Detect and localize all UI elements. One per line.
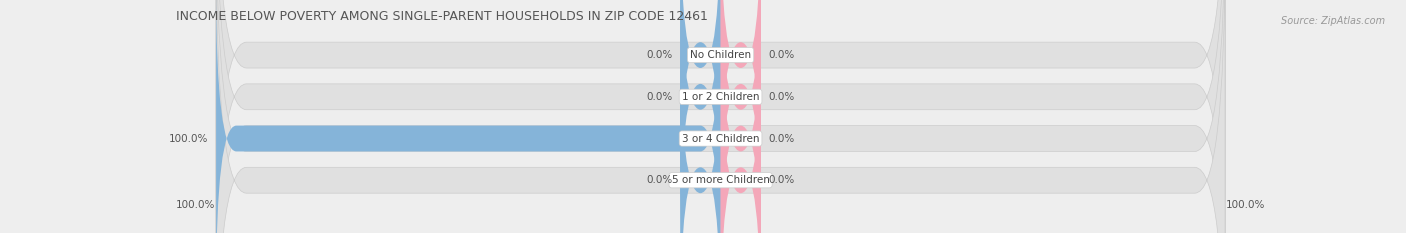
Text: 0.0%: 0.0% [647,175,672,185]
FancyBboxPatch shape [217,0,721,233]
FancyBboxPatch shape [217,0,1225,233]
FancyBboxPatch shape [721,0,761,233]
Text: 3 or 4 Children: 3 or 4 Children [682,134,759,144]
Text: 0.0%: 0.0% [769,92,794,102]
Text: 100.0%: 100.0% [169,134,208,144]
Text: 0.0%: 0.0% [769,134,794,144]
Text: 0.0%: 0.0% [769,175,794,185]
FancyBboxPatch shape [217,0,1225,233]
FancyBboxPatch shape [681,26,721,233]
Text: No Children: No Children [690,50,751,60]
Text: 1 or 2 Children: 1 or 2 Children [682,92,759,102]
FancyBboxPatch shape [681,0,721,209]
FancyBboxPatch shape [681,0,721,233]
Text: 0.0%: 0.0% [647,50,672,60]
FancyBboxPatch shape [217,0,1225,233]
Text: 5 or more Children: 5 or more Children [672,175,769,185]
FancyBboxPatch shape [721,26,761,233]
Text: 0.0%: 0.0% [769,50,794,60]
Text: 100.0%: 100.0% [1226,200,1265,210]
Text: 100.0%: 100.0% [176,200,215,210]
Text: INCOME BELOW POVERTY AMONG SINGLE-PARENT HOUSEHOLDS IN ZIP CODE 12461: INCOME BELOW POVERTY AMONG SINGLE-PARENT… [176,10,707,23]
Text: 0.0%: 0.0% [647,92,672,102]
FancyBboxPatch shape [217,0,1225,233]
FancyBboxPatch shape [721,0,761,233]
FancyBboxPatch shape [721,0,761,209]
Text: Source: ZipAtlas.com: Source: ZipAtlas.com [1281,16,1385,26]
